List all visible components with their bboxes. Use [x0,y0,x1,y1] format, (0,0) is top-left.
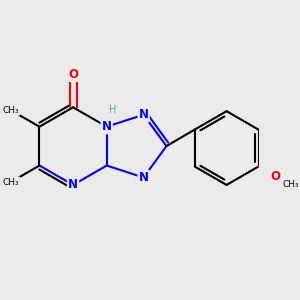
Text: N: N [68,178,78,191]
Text: O: O [68,68,78,81]
Text: CH₃: CH₃ [3,178,19,187]
Text: O: O [270,170,280,183]
Text: N: N [139,108,148,121]
Text: CH₃: CH₃ [282,180,299,189]
Text: N: N [102,120,112,133]
Text: N: N [139,171,148,184]
Text: H: H [109,105,116,116]
Text: CH₃: CH₃ [3,106,19,115]
